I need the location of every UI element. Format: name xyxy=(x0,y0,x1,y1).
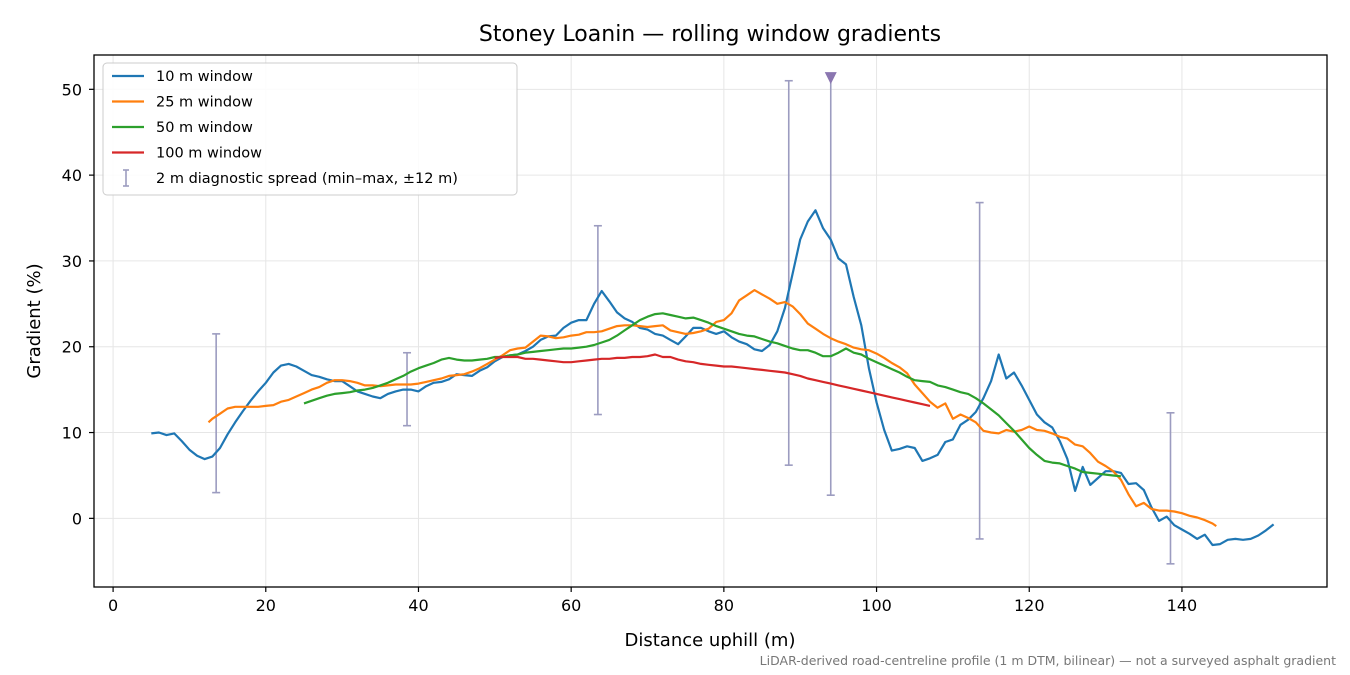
chart-title: Stoney Loanin — rolling window gradients xyxy=(479,22,941,47)
y-tick-label: 10 xyxy=(62,424,82,443)
legend-label: 50 m window xyxy=(156,120,253,136)
legend-label: 25 m window xyxy=(156,95,253,111)
y-tick-label: 0 xyxy=(72,509,82,528)
error-bar xyxy=(1166,412,1175,565)
error-bar xyxy=(975,201,984,540)
x-tick-label: 120 xyxy=(1014,596,1045,615)
legend: 10 m window 25 m window 50 m window 100 m w… xyxy=(102,62,518,196)
legend-box xyxy=(102,62,518,196)
error-bar xyxy=(212,333,221,494)
y-tick-label: 30 xyxy=(62,252,82,271)
x-tick-label: 20 xyxy=(256,596,276,615)
x-tick-label: 60 xyxy=(561,596,581,615)
y-tick-label: 50 xyxy=(62,80,82,99)
x-tick-label: 140 xyxy=(1167,596,1198,615)
series-line-3 xyxy=(303,312,1122,478)
marker-triangle xyxy=(824,72,837,85)
footnote: LiDAR-derived road-centreline profile (1… xyxy=(760,653,1336,668)
legend-label: 10 m window xyxy=(156,69,253,85)
y-axis-label: Gradient (%) xyxy=(24,263,45,378)
y-tick-label: 20 xyxy=(62,338,82,357)
x-axis-ticks: 0 20 40 60 80 100 120 140 xyxy=(108,587,1197,615)
x-axis-label: Distance uphill (m) xyxy=(625,630,796,651)
error-bar xyxy=(593,224,602,416)
x-tick-label: 100 xyxy=(861,596,892,615)
x-tick-label: 80 xyxy=(714,596,734,615)
x-tick-label: 0 xyxy=(108,596,118,615)
y-axis-ticks: 0 10 20 30 40 50 xyxy=(62,80,94,528)
error-bar xyxy=(784,79,793,466)
series-line-4 xyxy=(494,353,931,407)
legend-label: 100 m window xyxy=(156,146,262,162)
series-lines xyxy=(151,209,1275,547)
legend-label: 2 m diagnostic spread (min–max, ±12 m) xyxy=(156,171,458,187)
x-tick-label: 40 xyxy=(408,596,428,615)
y-tick-label: 40 xyxy=(62,166,82,185)
plot-frame xyxy=(93,54,1328,588)
peak-marker xyxy=(824,72,837,496)
